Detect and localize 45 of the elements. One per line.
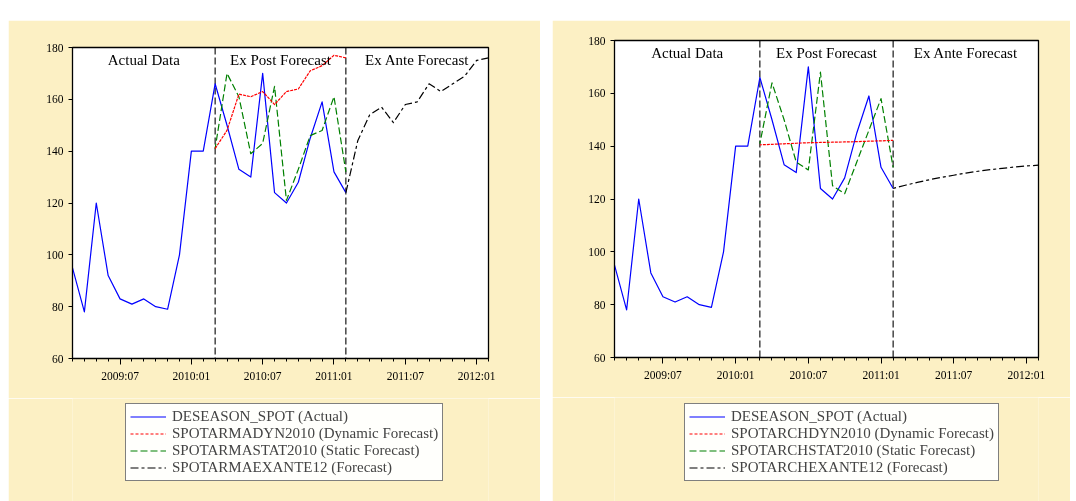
annotation: Ex Ante Forecast: [913, 44, 1018, 61]
legend-label: DESEASON_SPOT (Actual): [172, 408, 348, 425]
legend-label: SPOTARCHEXANTE12 (Forecast): [731, 459, 948, 476]
line-series: [214, 72, 347, 202]
y-tick-label: 140: [46, 145, 64, 158]
y-tick-label: 180: [46, 41, 64, 54]
line-series: [72, 72, 347, 313]
y-tick-label: 160: [46, 93, 64, 106]
legend-label: DESEASON_SPOT (Actual): [731, 408, 907, 425]
y-tick-label: 60: [594, 351, 606, 364]
y-tick-label: 140: [588, 140, 606, 153]
x-tick-label: 2011:01: [315, 369, 353, 382]
line-series: [759, 71, 894, 195]
annotation: Ex Post Forecast: [776, 44, 878, 61]
y-tick-label: 100: [46, 248, 64, 261]
x-tick-label: 2011:07: [935, 368, 973, 381]
y-tick-label: 80: [594, 298, 606, 311]
y-tick-label: 100: [588, 245, 606, 258]
legend-label: SPOTARMASTAT2010 (Static Forecast): [172, 442, 420, 459]
annotation: Actual Data: [107, 51, 181, 68]
x-tick-label: 2010:07: [243, 369, 282, 382]
annotation: Ex Post Forecast: [230, 51, 332, 68]
annotation: Ex Ante Forecast: [365, 51, 470, 68]
legend-label: SPOTARCHDYN2010 (Dynamic Forecast): [731, 425, 994, 442]
x-tick-label: 2010:07: [789, 368, 828, 381]
x-tick-label: 2010:01: [716, 368, 755, 381]
legend-label: SPOTARMAEXANTE12 (Forecast): [172, 459, 393, 476]
x-tick-label: 2009:07: [644, 368, 683, 381]
line-series: [214, 54, 347, 150]
line-series: [614, 66, 894, 311]
y-tick-label: 160: [588, 87, 606, 100]
annotation: Actual Data: [651, 44, 724, 61]
x-tick-label: 2011:01: [862, 368, 900, 381]
legend-label: SPOTARCHSTAT2010 (Static Forecast): [731, 442, 976, 459]
y-tick-label: 180: [588, 34, 606, 47]
x-tick-label: 2011:07: [386, 369, 425, 382]
y-tick-label: 120: [588, 193, 606, 205]
y-tick-label: 120: [46, 197, 64, 209]
legend-label: SPOTARMADYN2010 (Dynamic Forecast): [172, 425, 439, 442]
y-tick-label: 80: [52, 300, 64, 313]
x-tick-label: 2012:01: [1007, 368, 1046, 381]
y-tick-label: 60: [52, 352, 64, 365]
x-tick-label: 2012:01: [457, 369, 496, 382]
x-tick-label: 2010:01: [172, 369, 211, 382]
x-tick-label: 2009:07: [101, 369, 140, 382]
